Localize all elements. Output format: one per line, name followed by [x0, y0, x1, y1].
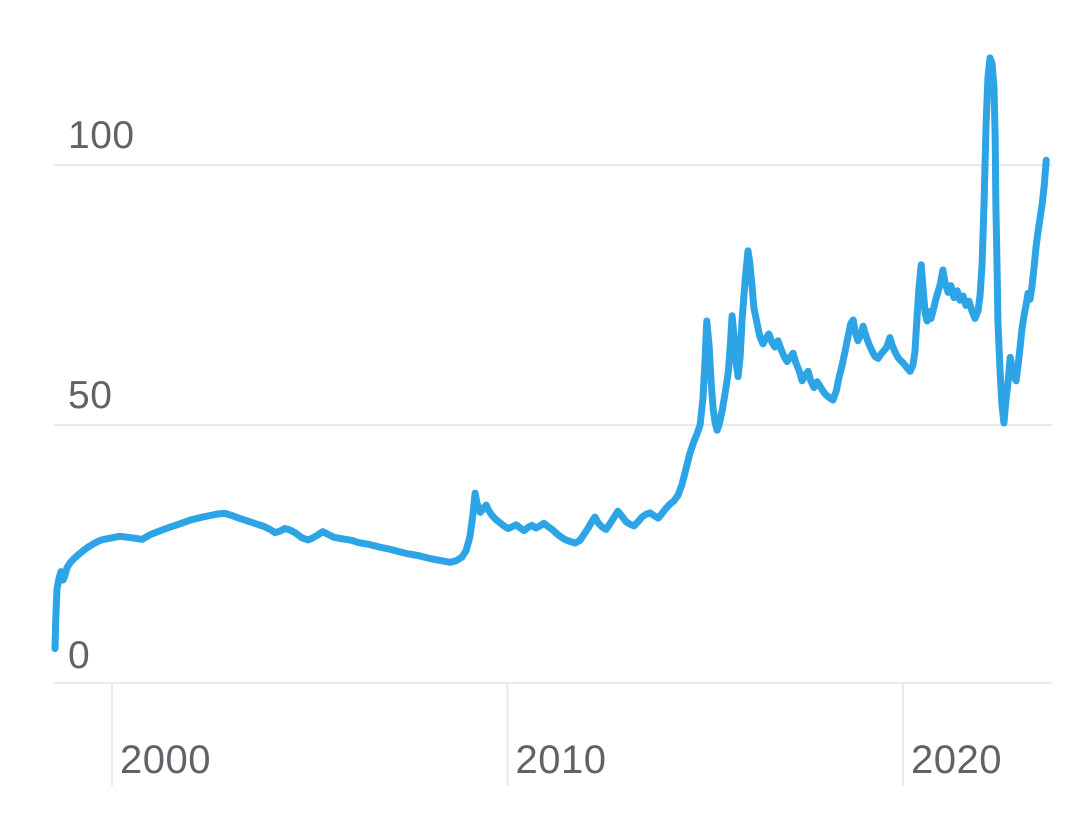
price-line-series	[51, 54, 1050, 653]
x-axis-label: 2010	[515, 738, 607, 782]
x-axis-label: 2020	[911, 738, 1002, 782]
y-axis-label: 0	[68, 634, 91, 677]
x-axis-label: 2000	[120, 738, 211, 782]
y-axis-label: 100	[68, 114, 135, 157]
y-axis-label: 50	[68, 374, 113, 417]
